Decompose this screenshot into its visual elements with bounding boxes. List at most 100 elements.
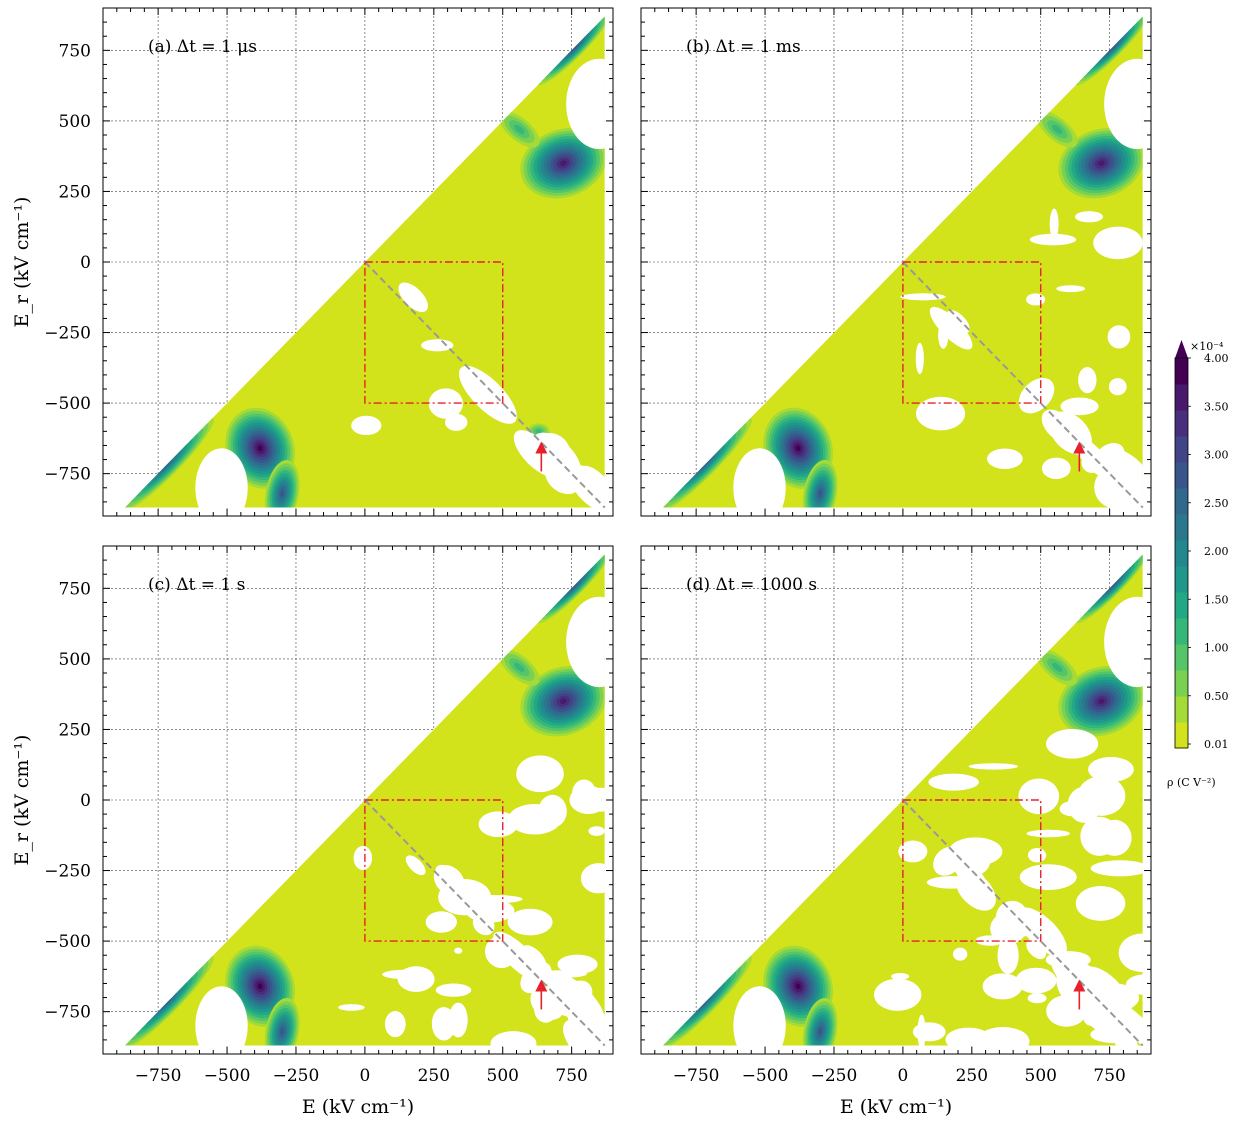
- panel-label: (b) Δt = 1 ms: [686, 37, 801, 57]
- y-tick-label: 0: [80, 791, 91, 811]
- sparse-region: [580, 863, 605, 894]
- colorbar-tick-label: 1.00: [1204, 642, 1229, 655]
- peak-low: [225, 945, 295, 1027]
- x-axis-label-left: E (kV cm⁻¹): [302, 1096, 414, 1118]
- y-tick-label: 750: [59, 41, 91, 61]
- x-tick-label: −250: [273, 1066, 320, 1086]
- sparse-region: [397, 966, 435, 992]
- colorbar-segment: [1175, 462, 1188, 489]
- hole-low: [195, 448, 248, 508]
- x-tick-label: 250: [956, 1066, 988, 1086]
- colorbar-tick-label: 2.50: [1204, 497, 1229, 510]
- sparse-region: [1017, 907, 1067, 957]
- x-tick-label: 750: [1093, 1066, 1125, 1086]
- sparse-region: [997, 937, 1019, 974]
- sparse-region: [458, 365, 517, 424]
- colorbar-segment: [1175, 644, 1188, 671]
- colorbar-label: ρ (C V⁻²): [1167, 776, 1216, 789]
- colorbar-segment: [1175, 592, 1188, 619]
- sparse-region: [536, 970, 587, 978]
- sparse-region: [398, 282, 428, 312]
- sparse-region: [976, 1026, 1030, 1046]
- sparse-region: [1103, 783, 1123, 809]
- sparse-region: [546, 972, 567, 993]
- x-tick-label: −250: [811, 1066, 858, 1086]
- colorbar-segment: [1175, 540, 1188, 567]
- sparse-region: [928, 773, 979, 791]
- sparse-region: [926, 876, 976, 889]
- sparse-region: [929, 306, 973, 350]
- sparse-region: [513, 430, 562, 478]
- sparse-region: [916, 396, 966, 431]
- y-tick-label: 500: [59, 112, 91, 132]
- y-tick-label: −500: [44, 932, 91, 952]
- sparse-region: [1015, 967, 1057, 994]
- y-tick-label: −250: [44, 862, 91, 882]
- y-tick-label: 250: [59, 182, 91, 202]
- sparse-region: [1029, 233, 1077, 246]
- colorbar-tick-label: 4.00: [1204, 352, 1229, 365]
- peak-high: [1058, 128, 1143, 199]
- colorbar-tick-label: 0.50: [1204, 690, 1229, 703]
- colorbar-extend-arrow: [1175, 340, 1188, 358]
- y-tick-label: 250: [59, 720, 91, 740]
- empty-regions: [733, 596, 1143, 1046]
- sparse-region: [1018, 377, 1055, 414]
- arrow-head: [535, 441, 548, 454]
- highlight-box: [902, 261, 1042, 404]
- diagonal-line: [902, 261, 1144, 509]
- highlight-box: [902, 799, 1042, 942]
- sparse-region: [431, 1006, 456, 1041]
- sparse-region: [522, 763, 539, 776]
- sparse-region: [1094, 467, 1136, 508]
- y-axis-labels: E_r (kV cm⁻¹) E_r (kV cm⁻¹): [11, 197, 33, 866]
- hole-low: [195, 986, 248, 1046]
- x-tick-label: 750: [555, 1066, 587, 1086]
- sparse-region: [1041, 457, 1071, 480]
- peak-low: [225, 407, 295, 489]
- sparse-region: [425, 911, 457, 933]
- panel-label: (a) Δt = 1 μs: [148, 37, 257, 57]
- colorbar-segment: [1175, 358, 1188, 385]
- sparse-region: [521, 945, 547, 971]
- sparse-region: [898, 840, 928, 863]
- panels-group: −750 −500 −250 0 250 500 750 (a) Δt = 1 μs (b) Δ…: [44, 7, 1152, 1086]
- panel-c: −750 −500 −250 0 250 500 750 −750 −500 −250 0 250 50…: [44, 545, 614, 1086]
- panel-label: (c) Δt = 1 s: [148, 575, 245, 595]
- colorbar-multiplier: ×10⁻⁴: [1190, 340, 1224, 353]
- highlight-box: [364, 799, 504, 942]
- panel-a: −750 −500 −250 0 250 500 750 (a) Δt = 1 μs: [44, 7, 614, 517]
- ticks: [103, 8, 613, 517]
- x-axis-label-right: E (kV cm⁻¹): [840, 1096, 952, 1118]
- y-axis-label-bottom: E_r (kV cm⁻¹): [11, 735, 33, 866]
- sparse-region: [1027, 847, 1047, 863]
- sparse-region: [948, 837, 1003, 866]
- sparse-region: [1018, 778, 1060, 815]
- sparse-region: [577, 465, 605, 500]
- peak-low-tail: [264, 459, 300, 508]
- sparse-region: [1019, 864, 1077, 890]
- peak-high: [1058, 666, 1143, 737]
- y-axis-label-top: E_r (kV cm⁻¹): [11, 197, 33, 328]
- peak-high: [520, 666, 605, 737]
- colorbar-segment: [1175, 488, 1188, 515]
- sparse-region: [454, 947, 463, 954]
- colorbar-tick-label: 3.00: [1204, 449, 1229, 462]
- sparse-region: [557, 954, 598, 975]
- arrow-head: [1073, 979, 1086, 992]
- peak-low-tail: [802, 459, 838, 508]
- colorbar-frame: [1174, 357, 1189, 749]
- colorbar-segment: [1175, 384, 1188, 411]
- x-tick-label: −500: [742, 1066, 789, 1086]
- sparse-region: [1041, 409, 1075, 443]
- sparse-region: [1107, 325, 1131, 349]
- sparse-region: [1046, 728, 1099, 759]
- empty-regions: [195, 58, 605, 508]
- ticks: [641, 8, 1151, 517]
- sparse-region: [1056, 285, 1086, 293]
- colorbar-tick-label: 1.50: [1204, 593, 1229, 606]
- sparse-region: [384, 1011, 406, 1038]
- sparse-region: [572, 779, 596, 807]
- density-contours: [125, 16, 605, 508]
- sparse-region: [1078, 366, 1097, 394]
